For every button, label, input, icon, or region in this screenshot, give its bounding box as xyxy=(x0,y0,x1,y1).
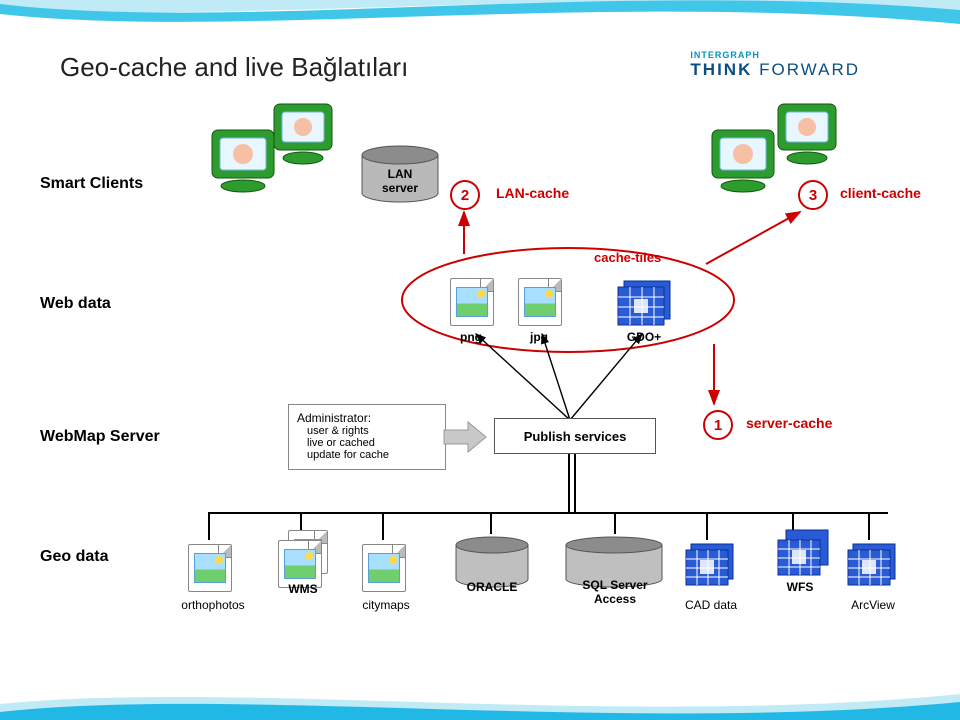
wms-icon-front xyxy=(278,540,322,588)
bus-drop-oracle xyxy=(490,512,492,534)
admin-box: Administrator: user & rights live or cac… xyxy=(288,404,446,470)
bus-drop-cad xyxy=(706,512,708,540)
admin-l1: user & rights xyxy=(307,425,437,437)
cad-icon xyxy=(686,544,734,591)
oracle-label: ORACLE xyxy=(454,580,530,594)
publish-services-box: Publish services xyxy=(494,418,656,454)
block-arrow-icon xyxy=(442,420,488,454)
bus-drop-citymaps xyxy=(382,512,384,540)
row-smart-clients: Smart Clients xyxy=(40,175,143,193)
row-web-data: Web data xyxy=(40,295,111,313)
brand-line2: FORWARD xyxy=(759,60,860,79)
orthophotos-label: orthophotos xyxy=(168,598,258,612)
brand-line1: THINK xyxy=(690,60,752,79)
publish-services-label: Publish services xyxy=(524,429,627,444)
admin-l2: live or cached xyxy=(307,437,437,449)
admin-l3: update for cache xyxy=(307,449,437,461)
orthophotos-icon xyxy=(188,544,232,592)
wms-label: WMS xyxy=(278,582,328,596)
bottom-wave-decoration xyxy=(0,672,960,720)
bus-drop-orthophotos xyxy=(208,512,210,540)
publish-to-tiles-arrows xyxy=(430,320,710,430)
row-webmap-server: WebMap Server xyxy=(40,428,160,446)
sqlserver-label: SQL Server Access xyxy=(564,578,666,606)
client-monitor-left-group xyxy=(210,100,350,190)
publish-connector xyxy=(568,454,576,512)
cache-server-label: server-cache xyxy=(746,415,832,431)
arcview-label: ArcView xyxy=(838,598,908,612)
bus-drop-arcview xyxy=(868,512,870,540)
wfs-icon xyxy=(778,530,830,583)
brand-line0: INTERGRAPH xyxy=(690,50,860,60)
brand-block: INTERGRAPH THINK FORWARD xyxy=(690,50,860,80)
cad-label: CAD data xyxy=(676,598,746,612)
cache-client-label: client-cache xyxy=(840,185,921,201)
slide: Geo-cache and live Bağlatıları INTERGRAP… xyxy=(0,0,960,720)
row-geo-data: Geo data xyxy=(40,548,108,566)
bus-drop-sql xyxy=(614,512,616,534)
page-title: Geo-cache and live Bağlatıları xyxy=(60,52,408,83)
wfs-label: WFS xyxy=(776,580,824,594)
citymaps-icon xyxy=(362,544,406,592)
arcview-icon xyxy=(848,544,896,591)
bus-horizontal xyxy=(208,512,888,514)
citymaps-label: citymaps xyxy=(348,598,424,612)
admin-title: Administrator: xyxy=(297,411,437,425)
